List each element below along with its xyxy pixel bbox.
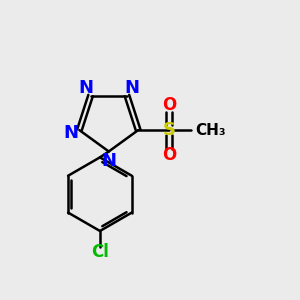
Text: N: N xyxy=(78,80,93,98)
Text: O: O xyxy=(162,146,176,164)
Text: N: N xyxy=(124,80,140,98)
Text: O: O xyxy=(162,96,176,114)
Text: N: N xyxy=(101,152,116,170)
Text: S: S xyxy=(163,121,176,139)
Text: Cl: Cl xyxy=(91,243,109,261)
Text: CH₃: CH₃ xyxy=(196,123,226,138)
Text: N: N xyxy=(63,124,78,142)
